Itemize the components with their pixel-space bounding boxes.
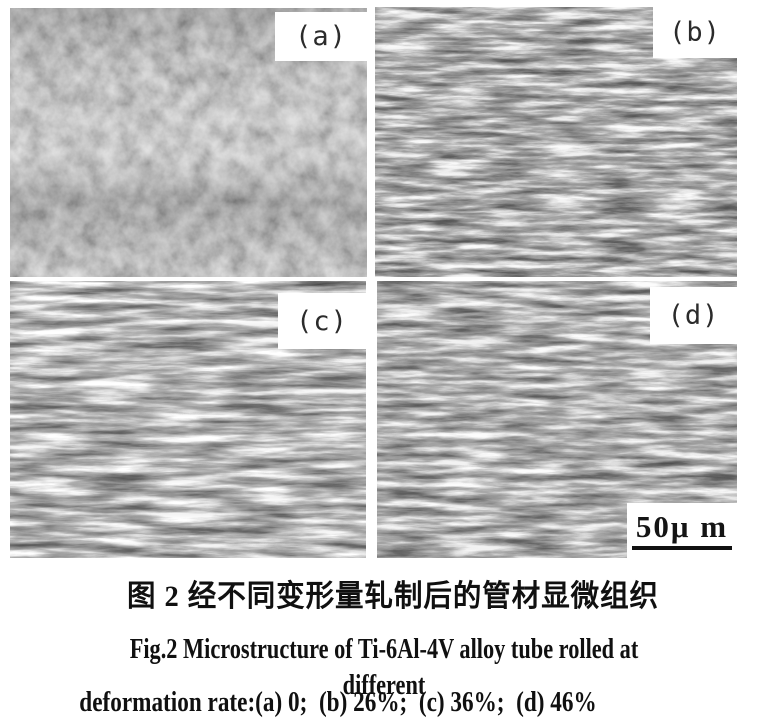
caption-chinese: 图 2 经不同变形量轧制后的管材显微组织 bbox=[127, 580, 660, 613]
panel-label-box-c: (c) bbox=[278, 293, 366, 349]
panel-label-box-d: (d) bbox=[650, 287, 737, 344]
panel-label-a: (a) bbox=[295, 21, 347, 52]
panel-label-b: (b) bbox=[669, 17, 721, 48]
micrograph-panel-b: (b) bbox=[375, 7, 737, 277]
panel-label-c: (c) bbox=[296, 305, 348, 337]
scale-bar: 50μ m bbox=[627, 503, 737, 558]
panel-label-box-a: (a) bbox=[275, 12, 367, 61]
panel-label-d: (d) bbox=[667, 300, 720, 331]
micrograph-panel-d: (d) 50μ m bbox=[377, 281, 737, 558]
caption-english-line1: Fig.2 Microstructure of Ti-6Al-4V alloy … bbox=[129, 633, 639, 701]
panel-label-box-b: (b) bbox=[653, 7, 737, 58]
micrograph-panel-a: (a) bbox=[10, 8, 367, 277]
micrograph-panel-c: (c) bbox=[10, 281, 366, 558]
scale-bar-label: 50μ m bbox=[631, 510, 733, 550]
caption-english-line2: deformation rate:(a) 0; (b) 26%; (c) 36%… bbox=[79, 686, 597, 718]
